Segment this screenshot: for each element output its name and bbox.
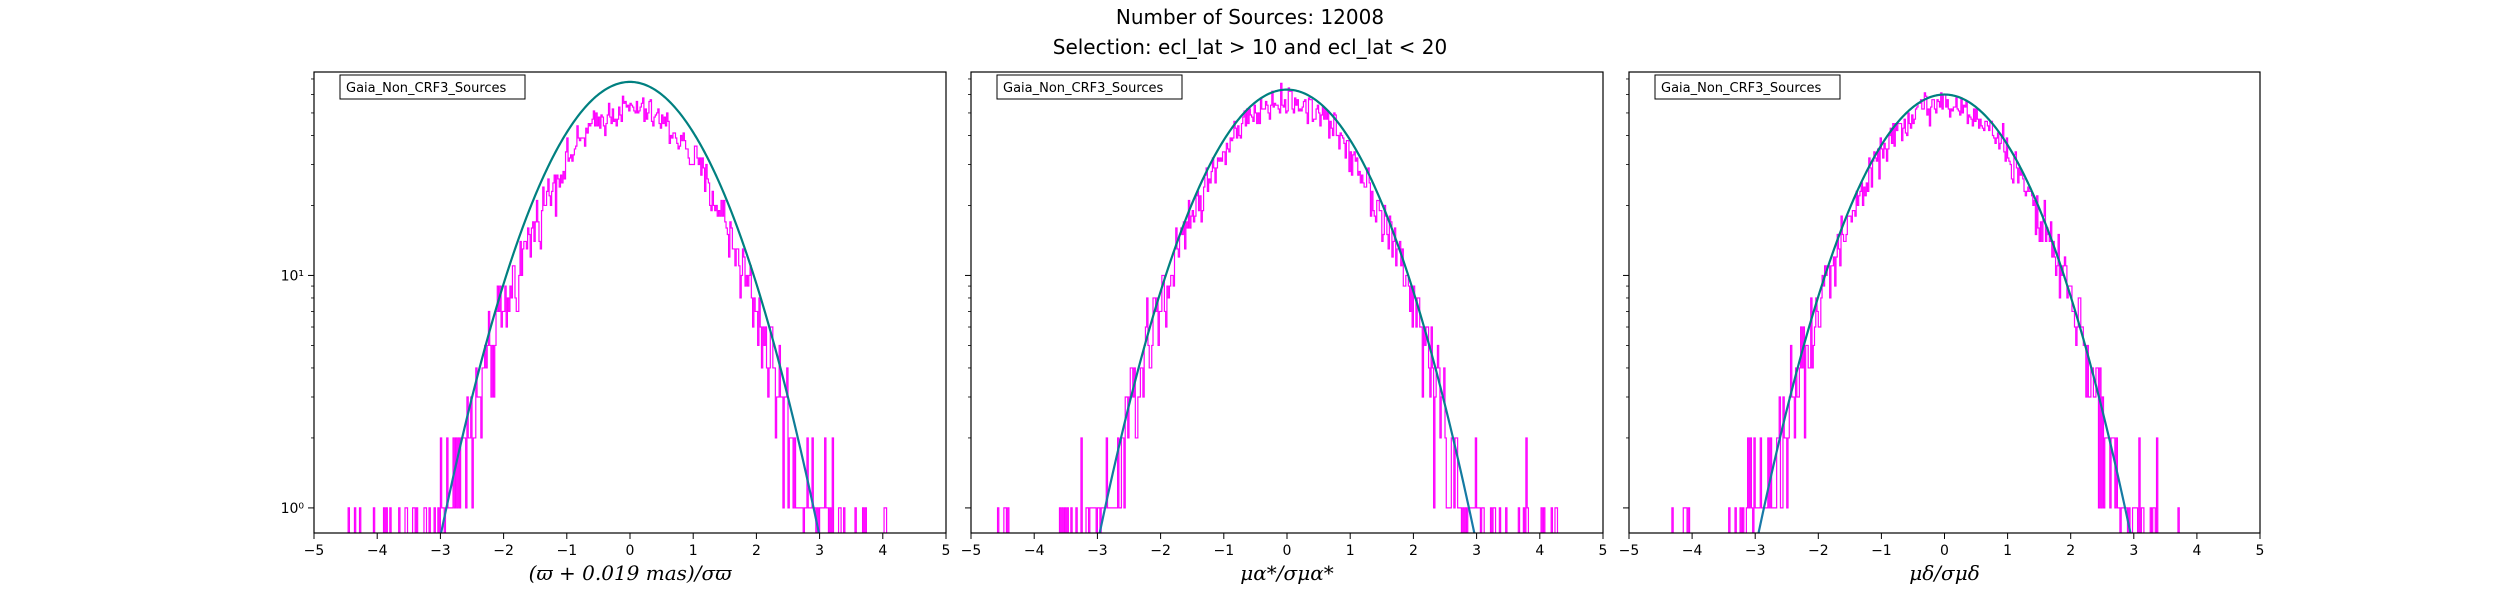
x-tick-label: −2 <box>1808 543 1829 559</box>
x-tick-label: −2 <box>493 543 514 559</box>
x-axis-label: μα*/σμα* <box>1240 561 1333 585</box>
x-tick-label: 4 <box>878 543 887 559</box>
x-axis-label: μδ/σμδ <box>1909 561 1979 585</box>
histogram-series <box>1671 92 2180 533</box>
histogram-series <box>996 82 1559 533</box>
x-tick-label: 5 <box>2256 543 2265 559</box>
plot-area <box>996 82 1559 533</box>
x-tick-label: 3 <box>1472 543 1481 559</box>
x-tick-label: −5 <box>1619 543 1640 559</box>
x-tick-label: 4 <box>2192 543 2201 559</box>
x-tick-label: 0 <box>626 543 635 559</box>
chart-panel-3: −5 −4 −3 −2 −1 0 1 2 3 4 5 Gaia_Non_CRF3_Sources μδ/… <box>1619 71 2265 585</box>
x-tick-label: −3 <box>1745 543 1766 559</box>
x-tick-label: 5 <box>942 543 951 559</box>
x-tick-label: −4 <box>1682 543 1703 559</box>
x-tick-label: −1 <box>556 543 577 559</box>
x-tick-label: −4 <box>367 543 388 559</box>
x-tick-label: −1 <box>1213 543 1234 559</box>
gaussian-curve <box>439 80 821 533</box>
legend-box <box>1654 74 1841 100</box>
figure-title: Number of Sources: 12008 <box>1116 5 1384 29</box>
x-tick-label: 2 <box>1409 543 1418 559</box>
x-tick-label: 3 <box>2129 543 2138 559</box>
plot-area <box>1671 92 2180 533</box>
panels: −5 −4 −3 −2 −1 0 1 2 3 4 5 10⁰ 10¹ Gaia_Non_CRF3_Sour… <box>281 71 2265 585</box>
gaussian-curve <box>1757 93 2132 533</box>
chart-panel-2: −5 −4 −3 −2 −1 0 1 2 3 4 5 Gaia_Non_CRF3_Sources μα*… <box>961 71 1608 585</box>
x-tick-label: −3 <box>430 543 451 559</box>
plot-area <box>347 80 888 533</box>
x-tick-label: −1 <box>1871 543 1892 559</box>
x-tick-label: 1 <box>689 543 698 559</box>
x-axis-label: (ϖ + 0.019 mas)/σϖ <box>529 561 733 585</box>
x-tick-label: −2 <box>1150 543 1171 559</box>
figure-subtitle: Selection: ecl_lat > 10 and ecl_lat < 20 <box>1053 35 1447 59</box>
x-tick-label: −5 <box>304 543 325 559</box>
legend-label: Gaia_Non_CRF3_Sources <box>346 81 507 96</box>
x-tick-label: 1 <box>2003 543 2012 559</box>
x-tick-label: 2 <box>752 543 761 559</box>
y-tick-label: 10¹ <box>281 268 304 284</box>
x-tick-label: 1 <box>1346 543 1355 559</box>
x-tick-label: 2 <box>2066 543 2075 559</box>
legend-box <box>996 74 1183 100</box>
legend-label: Gaia_Non_CRF3_Sources <box>1003 81 1164 96</box>
y-tick-label: 10⁰ <box>281 501 305 517</box>
x-tick-label: 4 <box>1535 543 1544 559</box>
x-tick-label: −3 <box>1087 543 1108 559</box>
x-tick-label: 3 <box>815 543 824 559</box>
gaussian-curve <box>1098 88 1476 533</box>
chart-panel-1: −5 −4 −3 −2 −1 0 1 2 3 4 5 10⁰ 10¹ Gaia_Non_CRF3_Sour… <box>281 71 951 585</box>
x-tick-label: −5 <box>961 543 982 559</box>
x-tick-label: −4 <box>1024 543 1045 559</box>
legend-box <box>339 74 526 100</box>
x-tick-label: 5 <box>1599 543 1608 559</box>
x-tick-label: 0 <box>1283 543 1292 559</box>
x-tick-label: 0 <box>1940 543 1949 559</box>
legend-label: Gaia_Non_CRF3_Sources <box>1661 81 1822 96</box>
